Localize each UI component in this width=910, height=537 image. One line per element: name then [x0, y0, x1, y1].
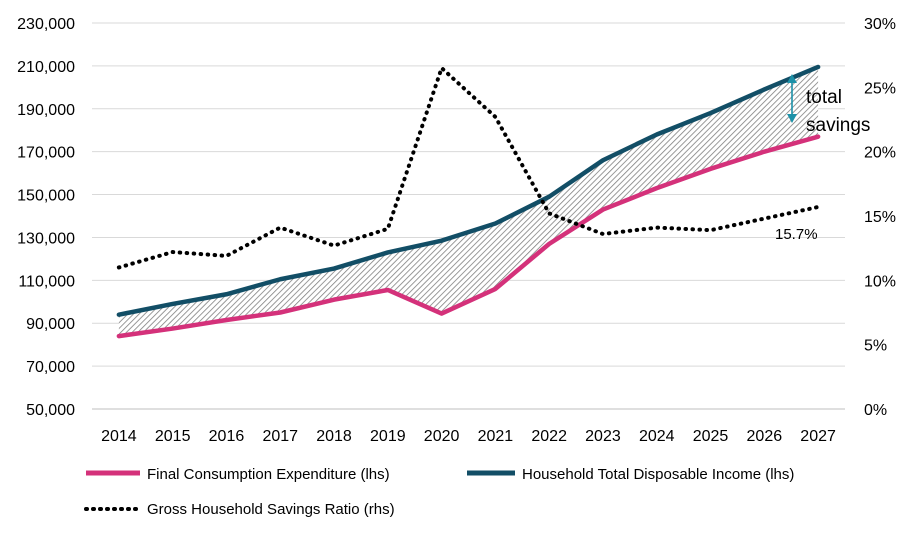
- x-tick-label: 2023: [585, 428, 621, 445]
- x-tick-label: 2014: [101, 428, 137, 445]
- right-tick-label: 20%: [864, 145, 896, 162]
- point-savings-ratio: [332, 244, 336, 248]
- left-tick-label: 50,000: [26, 402, 75, 419]
- x-tick-label: 2019: [370, 428, 406, 445]
- left-tick-label: 150,000: [17, 188, 75, 205]
- point-consumption: [117, 334, 121, 338]
- point-income: [709, 111, 713, 115]
- left-tick-label: 110,000: [18, 273, 75, 290]
- legend-label-savings-ratio: Gross Household Savings Ratio (rhs): [147, 501, 395, 518]
- right-tick-label: 5%: [864, 338, 887, 355]
- legend-item-consumption[interactable]: Final Consumption Expenditure (lhs): [86, 466, 390, 483]
- point-consumption: [493, 287, 497, 291]
- point-consumption: [278, 311, 282, 315]
- legend-label-income: Household Total Disposable Income (lhs): [522, 466, 794, 483]
- left-tick-label: 130,000: [17, 230, 75, 247]
- legend-label-consumption: Final Consumption Expenditure (lhs): [147, 466, 390, 483]
- point-income: [386, 250, 390, 254]
- point-consumption: [171, 327, 175, 331]
- right-tick-label: 30%: [864, 16, 896, 33]
- point-income: [547, 195, 551, 199]
- x-tick-label: 2016: [209, 428, 245, 445]
- left-tick-label: 230,000: [17, 16, 75, 33]
- left-tick-label: 210,000: [17, 59, 75, 76]
- point-savings-ratio: [278, 226, 282, 230]
- x-tick-label: 2026: [747, 428, 783, 445]
- series-line-savings-ratio: [116, 66, 821, 270]
- point-savings-ratio: [117, 265, 121, 269]
- series-line-consumption: [116, 134, 821, 339]
- arrow-head-down: [787, 114, 797, 123]
- point-savings-ratio: [493, 115, 497, 119]
- point-savings-ratio: [547, 211, 551, 215]
- point-savings-ratio: [386, 227, 390, 231]
- arrow-head-up: [787, 74, 797, 83]
- x-axis-ticks: 2014 2015 2016 2017 2018 2019 2020 2021 2022 2023…: [101, 428, 836, 445]
- x-tick-label: 2027: [800, 428, 836, 445]
- x-tick-label: 2024: [639, 428, 675, 445]
- point-consumption: [332, 298, 336, 302]
- double-arrow-icon: [787, 74, 797, 123]
- point-consumption: [224, 318, 228, 322]
- right-tick-label: 0%: [864, 402, 887, 419]
- savings-area: [118, 66, 819, 337]
- point-consumption: [709, 167, 713, 171]
- point-income: [171, 302, 175, 306]
- right-tick-label: 10%: [864, 273, 896, 290]
- point-income: [117, 313, 121, 317]
- point-savings-ratio: [709, 228, 713, 232]
- point-savings-ratio: [601, 232, 605, 236]
- annotation-savings: savings: [806, 115, 870, 136]
- series-line-income: [116, 64, 821, 317]
- left-tick-label: 170,000: [17, 145, 75, 162]
- point-consumption: [655, 186, 659, 190]
- right-tick-label: 15%: [864, 209, 896, 226]
- annotation-total: total: [806, 87, 842, 108]
- series-lines: [116, 64, 821, 339]
- last-ratio-label: 15.7%: [775, 226, 818, 243]
- point-consumption: [386, 288, 390, 292]
- right-axis-ticks: 0% 5% 10% 15% 20% 25% 30%: [864, 16, 896, 419]
- x-tick-label: 2022: [531, 428, 567, 445]
- left-axis-ticks: 50,000 70,000 90,000 110,000 130,000 150,000 1…: [17, 16, 75, 419]
- x-tick-label: 2020: [424, 428, 460, 445]
- point-consumption: [601, 208, 605, 212]
- point-savings-ratio: [171, 250, 175, 254]
- point-savings-ratio: [224, 254, 228, 258]
- point-consumption: [762, 150, 766, 154]
- point-income: [762, 87, 766, 91]
- point-income: [440, 239, 444, 243]
- point-income: [224, 292, 228, 296]
- point-consumption: [547, 242, 551, 246]
- point-savings-ratio: [762, 217, 766, 221]
- x-tick-label: 2025: [693, 428, 729, 445]
- right-tick-label: 25%: [864, 80, 896, 97]
- point-income: [601, 158, 605, 162]
- savings-hatched-area: [118, 66, 819, 337]
- x-tick-label: 2021: [478, 428, 514, 445]
- legend: Final Consumption Expenditure (lhs) Hous…: [84, 466, 794, 518]
- left-tick-label: 190,000: [17, 102, 75, 119]
- point-savings-ratio: [440, 66, 444, 70]
- left-tick-label: 70,000: [26, 359, 75, 376]
- point-savings-ratio: [816, 205, 820, 209]
- left-tick-label: 90,000: [26, 316, 75, 333]
- total-savings-annotation: total savings: [787, 74, 870, 136]
- x-tick-label: 2017: [262, 428, 298, 445]
- point-income: [655, 133, 659, 137]
- point-income: [493, 222, 497, 226]
- point-income: [278, 277, 282, 281]
- legend-item-income[interactable]: Household Total Disposable Income (lhs): [467, 466, 794, 483]
- legend-item-savings-ratio[interactable]: Gross Household Savings Ratio (rhs): [84, 501, 395, 518]
- x-tick-label: 2018: [316, 428, 352, 445]
- point-income: [332, 267, 336, 271]
- point-consumption: [440, 312, 444, 316]
- point-savings-ratio: [655, 226, 659, 230]
- point-income: [816, 65, 820, 69]
- x-tick-label: 2015: [155, 428, 191, 445]
